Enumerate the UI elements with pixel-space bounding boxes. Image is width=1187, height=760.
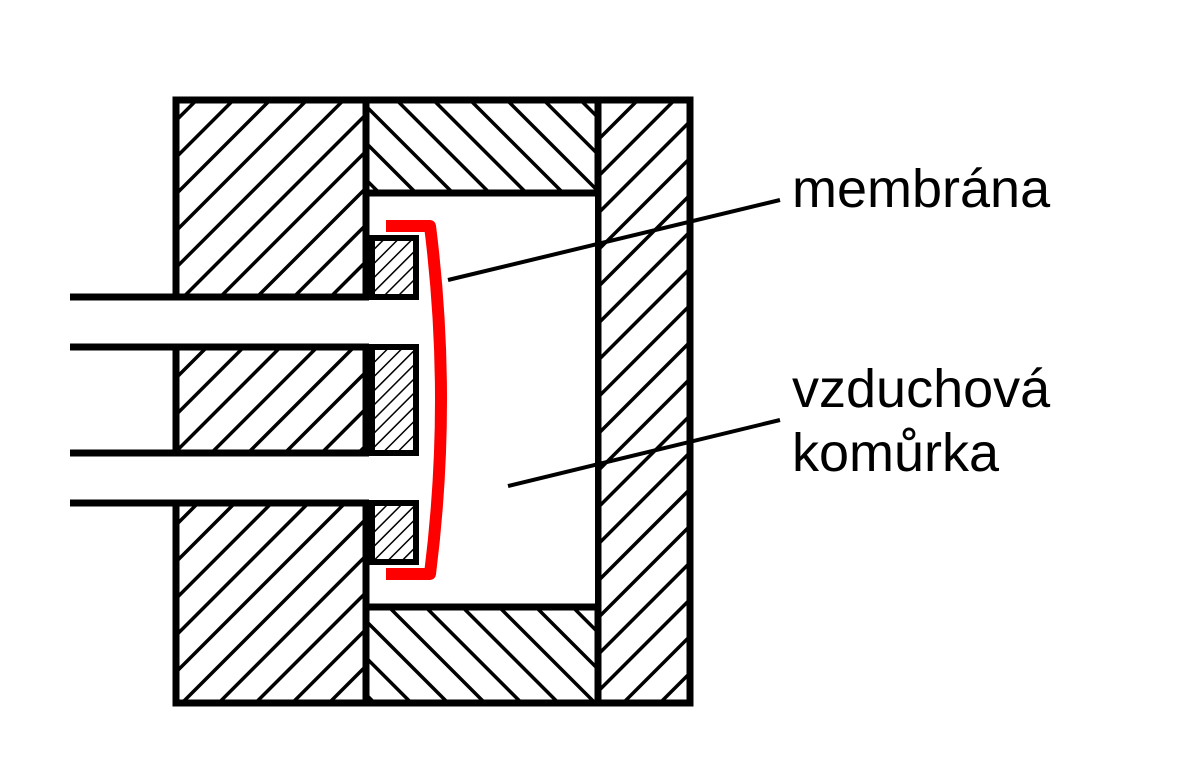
chamber-label-line1: vzduchová bbox=[792, 359, 1051, 419]
membrane-shape bbox=[386, 220, 447, 580]
chamber-top-wall bbox=[362, 96, 602, 197]
electrode-middle bbox=[369, 344, 419, 456]
chamber-leader-line bbox=[507, 418, 781, 488]
left-housing-bottom bbox=[172, 499, 370, 707]
electrode-top bbox=[369, 235, 419, 300]
right-housing bbox=[594, 96, 694, 707]
chamber-label-line2: komůrka bbox=[792, 423, 1000, 483]
membrane-label: membrána bbox=[792, 159, 1051, 219]
left-housing-top bbox=[172, 96, 370, 301]
chamber-bottom-wall bbox=[362, 603, 602, 707]
left-housing-middle bbox=[172, 343, 370, 457]
membrane-leader-line bbox=[447, 198, 781, 282]
electrode-bottom bbox=[369, 500, 419, 565]
